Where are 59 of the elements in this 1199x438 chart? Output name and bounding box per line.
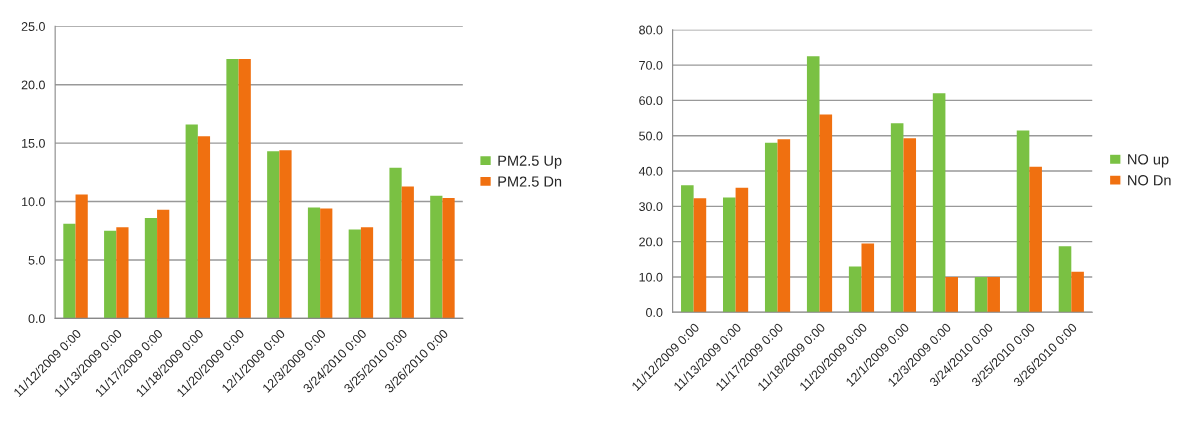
bar	[157, 209, 170, 319]
bar	[116, 227, 129, 319]
bar	[430, 195, 443, 319]
bar	[848, 266, 862, 313]
bar	[735, 187, 749, 313]
legend-label: PM2.5 Dn	[498, 176, 562, 187]
y-tick-label: 60.0	[639, 96, 663, 106]
y-tick-label: 25.0	[21, 22, 45, 31]
bar	[681, 185, 694, 313]
y-tick-label: 80.0	[639, 25, 663, 35]
bar	[890, 123, 904, 313]
bar	[75, 194, 88, 319]
y-tick-label: 0.0	[28, 314, 45, 324]
bar	[267, 151, 280, 319]
bar	[226, 59, 239, 319]
y-tick-label: 20.0	[639, 237, 663, 247]
bar	[903, 138, 917, 313]
bar	[764, 142, 778, 313]
bar	[1016, 130, 1030, 313]
legend-label: NO up	[1128, 154, 1169, 168]
bar	[806, 56, 820, 313]
y-tick-label: 30.0	[639, 202, 663, 212]
y-tick-label: 40.0	[638, 166, 663, 176]
bar	[104, 230, 117, 319]
bar	[442, 198, 455, 319]
bar	[1058, 246, 1072, 313]
bar	[197, 136, 211, 319]
bar	[932, 93, 946, 313]
y-tick-label: 10.0	[22, 197, 45, 207]
bar	[1029, 166, 1042, 313]
y-tick-label: 0.0	[646, 308, 663, 317]
legend-label: NO Dn	[1128, 175, 1171, 186]
y-tick-label: 10.0	[639, 272, 663, 282]
bar	[777, 139, 791, 313]
y-tick-label: 70.0	[639, 60, 663, 70]
bar	[945, 276, 958, 313]
bar	[238, 59, 251, 319]
bar	[819, 114, 833, 313]
bar	[185, 124, 198, 319]
y-tick-label: 5.0	[28, 255, 45, 265]
bar	[144, 217, 158, 319]
bar	[348, 229, 361, 319]
bar	[360, 227, 374, 319]
bar	[974, 276, 988, 313]
bar	[693, 198, 707, 313]
bar	[861, 243, 875, 313]
y-tick-label: 20.0	[21, 80, 45, 90]
bar	[63, 223, 76, 319]
bar	[723, 197, 736, 313]
bar	[279, 150, 292, 319]
bar	[1071, 271, 1084, 313]
legend-label: PM2.5 Up	[498, 155, 562, 169]
bar	[401, 186, 414, 319]
bar	[389, 167, 402, 319]
bar	[320, 208, 333, 319]
y-tick-label: 50.0	[639, 131, 663, 141]
bar	[987, 276, 1000, 313]
bar	[307, 207, 321, 319]
y-tick-label: 15.0	[22, 138, 45, 148]
